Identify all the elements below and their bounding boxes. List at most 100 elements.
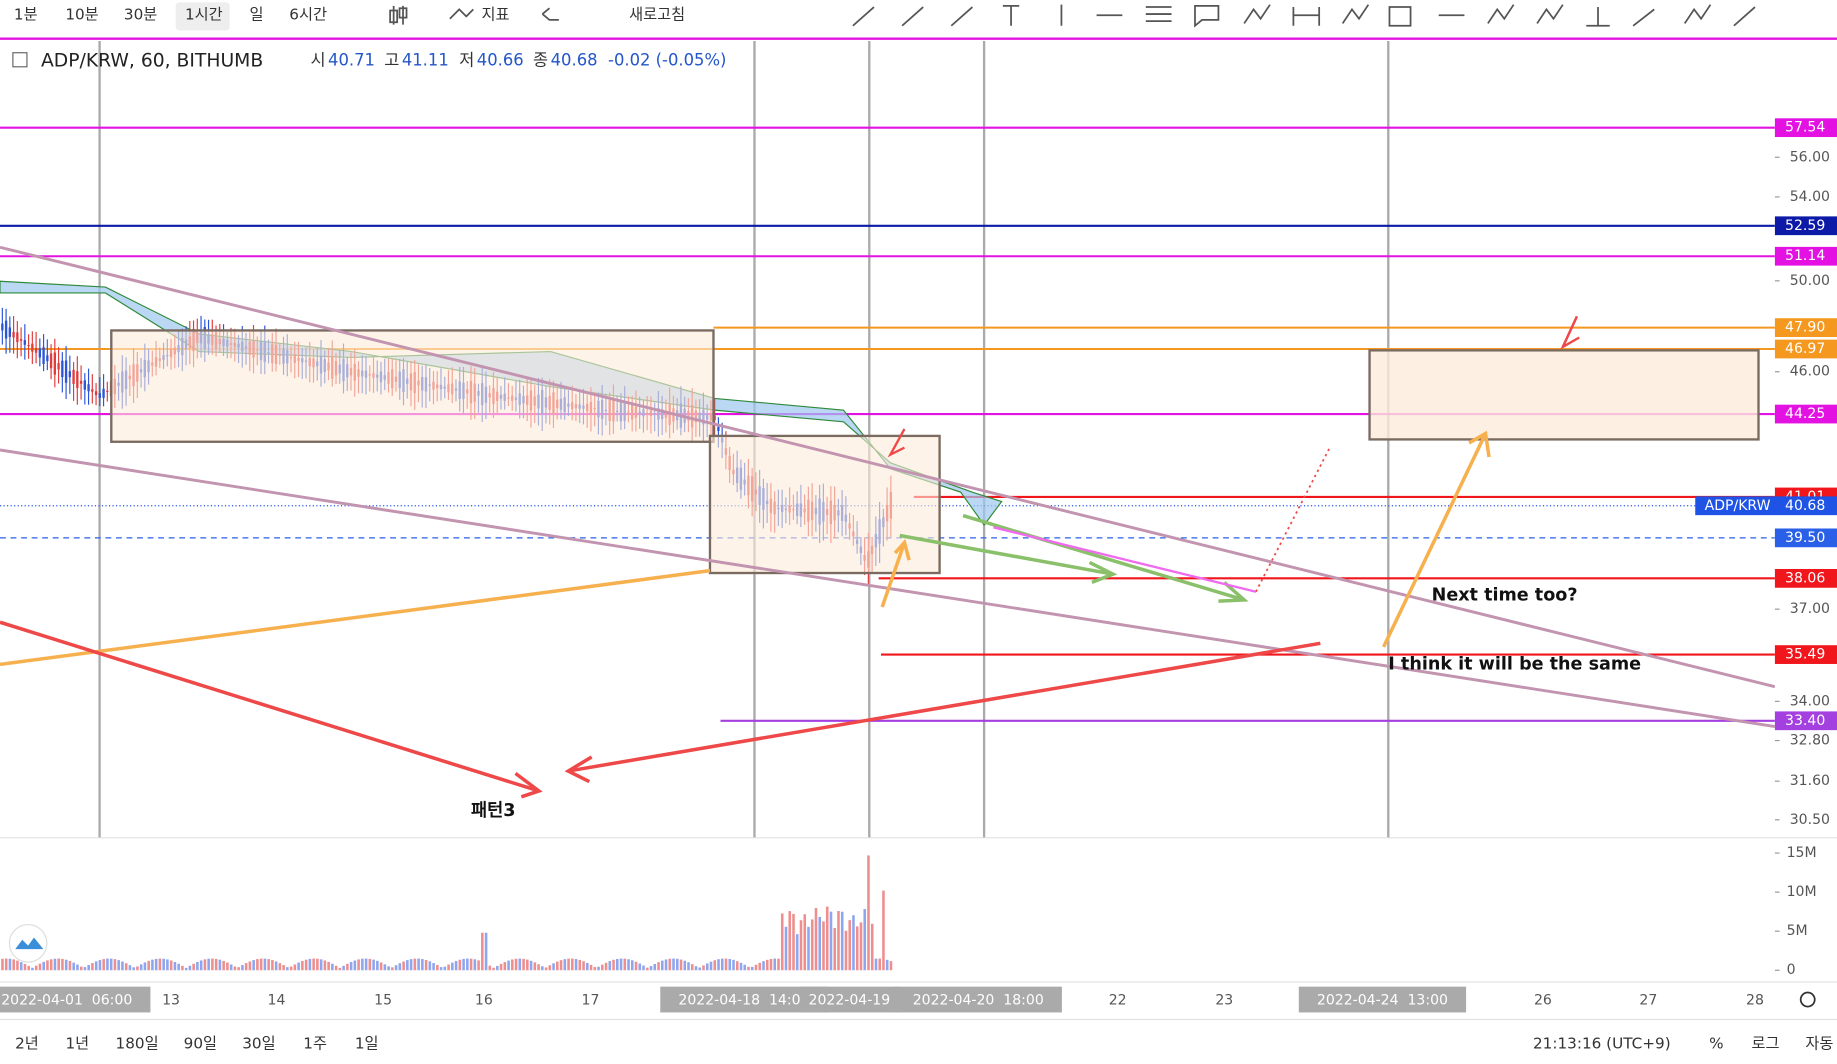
candle bbox=[34, 347, 38, 353]
scale-option[interactable]: 자동 bbox=[1805, 1035, 1833, 1053]
volume-bar bbox=[859, 922, 863, 971]
volume-tick-label: 10M bbox=[1787, 884, 1817, 900]
volume-bar bbox=[799, 920, 803, 971]
candle bbox=[1, 323, 4, 331]
range-button[interactable]: 2년 bbox=[15, 1035, 39, 1053]
price-level-label: 57.54 bbox=[1785, 120, 1825, 136]
price-level-label: 46.97 bbox=[1785, 341, 1825, 357]
volume-bar bbox=[777, 958, 780, 971]
range-button[interactable]: 90일 bbox=[184, 1035, 217, 1053]
volume-bar bbox=[169, 960, 173, 971]
toolbar-items: 1분 10분 30분 1시간 일 6시간 지표 새로고침 bbox=[14, 2, 685, 31]
volume-bar bbox=[256, 959, 259, 971]
legend: ADP/KRW, 60, BITHUMB 시 40.71 고 41.11 저 40.66 종 4… bbox=[12, 50, 726, 71]
volume-bar bbox=[293, 964, 297, 971]
toolbar bbox=[0, 0, 1837, 39]
volume-bar bbox=[218, 959, 222, 971]
interval-button[interactable]: 일 bbox=[250, 6, 264, 24]
volume-bar bbox=[698, 967, 702, 971]
volume-bar bbox=[357, 959, 360, 971]
volume-bar bbox=[574, 959, 578, 971]
scale-option[interactable]: 로그 bbox=[1752, 1035, 1780, 1053]
volume-bar bbox=[840, 911, 844, 971]
candle bbox=[16, 332, 19, 343]
interval-button[interactable]: 1분 bbox=[14, 6, 38, 24]
candle bbox=[91, 389, 94, 392]
candle bbox=[68, 371, 71, 378]
volume-bar bbox=[154, 958, 158, 971]
volume-bar bbox=[106, 958, 109, 971]
range-button[interactable]: 180일 bbox=[116, 1035, 159, 1053]
volume-bar bbox=[837, 911, 840, 971]
volume-bar bbox=[346, 963, 349, 971]
volume-bar bbox=[735, 961, 739, 971]
volume-pane bbox=[1, 855, 893, 971]
range-button[interactable]: 1주 bbox=[303, 1035, 327, 1053]
volume-bar bbox=[529, 960, 533, 971]
refresh-button[interactable]: 새로고침 bbox=[629, 6, 685, 24]
volume-bar bbox=[233, 966, 237, 971]
volume-bar bbox=[660, 960, 664, 971]
volume-bar bbox=[83, 967, 87, 971]
volume-bar bbox=[4, 958, 8, 971]
interval-button[interactable]: 1시간 bbox=[185, 6, 223, 24]
volume-bar bbox=[312, 958, 315, 971]
volume-bar bbox=[683, 960, 687, 971]
volume-bar bbox=[237, 967, 240, 971]
range-button[interactable]: 1년 bbox=[65, 1035, 89, 1053]
indicator-button[interactable]: 지표 bbox=[482, 6, 510, 24]
price-tick-label: 50.00 bbox=[1790, 273, 1830, 289]
candle bbox=[38, 348, 42, 358]
settings-icon[interactable] bbox=[1799, 991, 1816, 1008]
volume-bar bbox=[338, 967, 342, 971]
interval-button[interactable]: 30분 bbox=[124, 6, 157, 24]
volume-bar bbox=[282, 965, 285, 971]
last-price-label: 40.68 bbox=[1785, 498, 1825, 514]
scale-option[interactable]: % bbox=[1709, 1035, 1723, 1053]
interval-button[interactable]: 10분 bbox=[65, 6, 98, 24]
volume-bar bbox=[274, 961, 278, 971]
volume-bar bbox=[810, 919, 814, 971]
volume-bar bbox=[533, 962, 537, 971]
time-tag bbox=[660, 986, 828, 1013]
volume-bar bbox=[608, 961, 612, 971]
volume-bar bbox=[848, 920, 852, 971]
volume-bar bbox=[289, 966, 293, 971]
logo bbox=[8, 923, 48, 963]
volume-bar bbox=[784, 926, 788, 971]
candle bbox=[49, 353, 53, 369]
time-tag bbox=[894, 986, 1062, 1013]
volume-bar bbox=[259, 958, 263, 971]
volume-bar bbox=[511, 959, 514, 971]
interval-button[interactable]: 6시간 bbox=[289, 6, 327, 24]
candle bbox=[64, 360, 68, 383]
symbol: ADP/KRW, 60, BITHUMB bbox=[41, 50, 263, 71]
volume-bar bbox=[323, 960, 327, 971]
range-button[interactable]: 30일 bbox=[242, 1035, 275, 1053]
price-tick-label: 31.60 bbox=[1790, 773, 1830, 789]
volume-bar bbox=[181, 965, 184, 971]
volume-bar bbox=[878, 958, 882, 971]
volume-bar bbox=[297, 962, 300, 971]
volume-bar bbox=[728, 958, 732, 971]
price-tick-label: 37.00 bbox=[1790, 601, 1830, 617]
volume-bar bbox=[79, 966, 83, 971]
volume-bar bbox=[627, 959, 630, 971]
volume-bar bbox=[645, 967, 649, 971]
price-tick-label: 46.00 bbox=[1790, 364, 1830, 380]
range-button[interactable]: 1일 bbox=[355, 1035, 379, 1053]
volume-bar bbox=[252, 960, 255, 971]
expand-icon bbox=[12, 52, 28, 68]
volume-bar bbox=[541, 966, 544, 971]
volume-bar bbox=[353, 960, 357, 971]
volume-bar bbox=[762, 961, 765, 971]
volume-bar bbox=[642, 965, 645, 971]
price-level-tag bbox=[1774, 528, 1837, 548]
volume-bar bbox=[792, 913, 795, 971]
volume-bar bbox=[484, 932, 488, 971]
volume-bar bbox=[151, 959, 154, 971]
volume-bar bbox=[522, 958, 525, 971]
volume-bar bbox=[166, 959, 169, 971]
volume-bar bbox=[773, 958, 777, 971]
